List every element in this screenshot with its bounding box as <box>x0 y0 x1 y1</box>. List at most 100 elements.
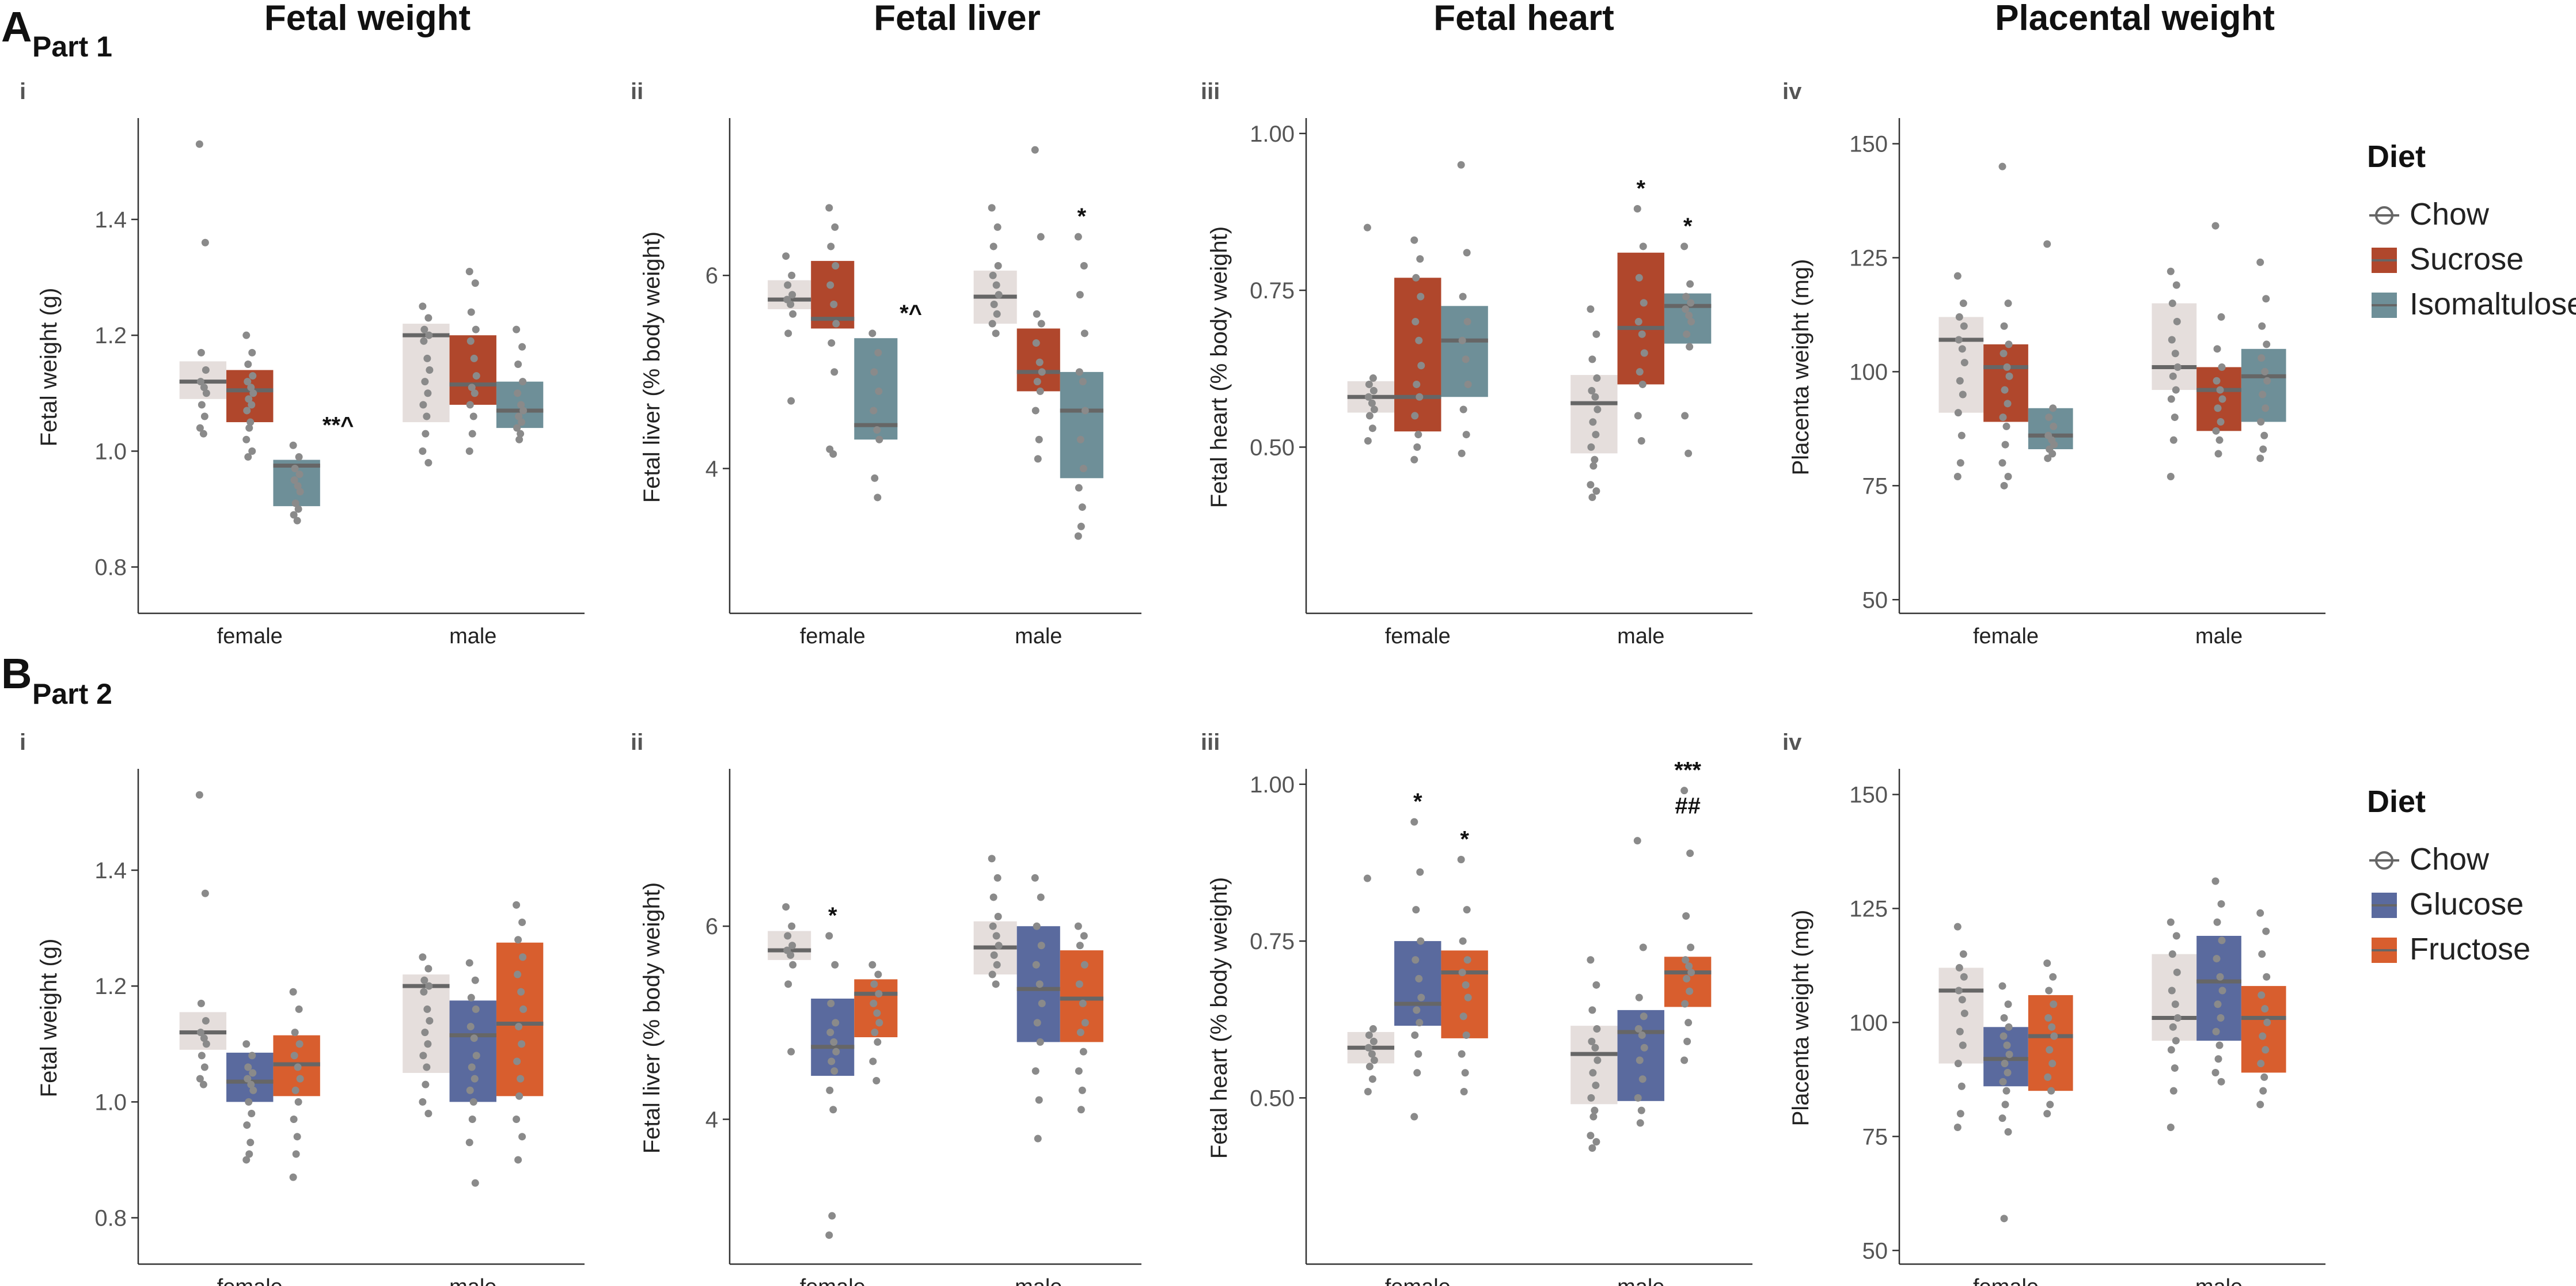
panel-label: iv <box>1782 79 1802 104</box>
data-point <box>1587 1132 1595 1140</box>
data-point <box>1955 313 1963 321</box>
box-fructose <box>854 979 898 1038</box>
data-point <box>1998 982 2006 990</box>
legend-label-chow: Chow <box>2410 197 2490 232</box>
data-point <box>1369 374 1377 382</box>
data-point <box>1081 1019 1089 1027</box>
data-point <box>1412 956 1420 964</box>
data-point <box>2212 1027 2220 1035</box>
data-point <box>1416 868 1424 876</box>
data-point <box>2214 1055 2222 1063</box>
data-point <box>988 320 996 328</box>
data-point <box>419 447 427 455</box>
data-point <box>1033 1019 1041 1027</box>
data-point <box>1680 787 1689 795</box>
data-point <box>1687 943 1695 951</box>
panel-b-iv: iv Placenta weight (mg) 50 75 100 125 150 femal… <box>1782 730 2325 1286</box>
data-point <box>1074 233 1082 241</box>
x-category-label: female <box>800 1275 866 1286</box>
data-point <box>2168 987 2176 995</box>
panel-b-ii: ii Fetal liver (% body weight) 4 6 female * ma… <box>631 730 1141 1286</box>
data-point <box>465 959 473 967</box>
data-point <box>1037 233 1045 241</box>
data-point <box>426 1017 434 1025</box>
data-point <box>2046 1046 2054 1054</box>
data-point <box>514 360 522 368</box>
data-point <box>249 1069 257 1077</box>
data-point <box>1681 412 1689 420</box>
data-point <box>2049 973 2057 981</box>
data-point <box>989 922 997 930</box>
data-point <box>1079 999 1087 1007</box>
data-point <box>1459 293 1467 301</box>
data-point <box>869 1057 877 1065</box>
data-point <box>2263 1018 2271 1026</box>
data-point <box>993 874 1001 882</box>
data-point <box>289 1173 297 1181</box>
data-point <box>1035 980 1044 988</box>
data-point <box>1683 330 1691 338</box>
data-point <box>1954 409 1962 417</box>
data-point <box>420 325 428 333</box>
y-axis-label: Fetal liver (% body weight) <box>639 882 665 1154</box>
data-point <box>2048 450 2057 458</box>
data-point <box>1369 1037 1378 1045</box>
panel-a-ii: ii Fetal liver (% body weight) 4 6 female *^ m… <box>631 79 1141 648</box>
data-point <box>248 1052 256 1060</box>
data-point <box>788 922 796 930</box>
y-tick-label: 1.2 <box>94 323 127 348</box>
y-tick-label: 1.00 <box>1250 122 1295 147</box>
data-point <box>470 354 478 362</box>
data-point <box>2004 473 2012 480</box>
data-point <box>1587 305 1595 313</box>
data-point <box>2214 1000 2222 1008</box>
data-point <box>1075 368 1083 376</box>
data-point <box>2169 436 2177 444</box>
data-point <box>2003 1041 2011 1049</box>
data-point <box>787 397 795 405</box>
data-point <box>517 1075 525 1083</box>
data-point <box>1075 484 1083 492</box>
data-point <box>1592 1082 1600 1090</box>
data-point <box>2213 955 2221 963</box>
data-point <box>1640 299 1648 307</box>
data-point <box>825 1231 833 1239</box>
legend-label-fructose: Fructose <box>2410 932 2531 966</box>
data-point <box>1588 386 1596 394</box>
data-point <box>291 1086 299 1094</box>
data-point <box>1036 1038 1044 1046</box>
data-point <box>472 1052 480 1060</box>
data-point <box>1687 969 1695 977</box>
box-sucrose <box>1617 252 1664 385</box>
data-point <box>2258 322 2266 330</box>
data-point <box>2169 1023 2177 1031</box>
data-point <box>1032 339 1040 347</box>
data-point <box>295 1005 303 1013</box>
data-point <box>1956 1110 1964 1118</box>
data-point <box>2044 1014 2053 1022</box>
data-point <box>875 387 883 395</box>
data-point <box>1077 522 1085 530</box>
data-point <box>1080 329 1088 337</box>
data-point <box>1639 242 1647 251</box>
data-point <box>1635 274 1643 282</box>
legend-label-isomaltulose: Isomaltulose <box>2410 287 2576 321</box>
data-point <box>1076 291 1084 299</box>
y-axis-label: Fetal weight (g) <box>36 288 62 447</box>
data-point <box>2173 1014 2182 1022</box>
data-point <box>1076 435 1084 443</box>
data-point <box>2217 1078 2225 1086</box>
data-point <box>1038 368 1046 376</box>
data-point <box>514 389 522 397</box>
data-point <box>1955 987 1963 995</box>
data-point <box>517 430 525 438</box>
data-point <box>1416 255 1424 263</box>
y-tick-label: 6 <box>705 914 718 939</box>
y-tick-label: 0.50 <box>1250 435 1295 460</box>
data-point <box>1413 443 1421 451</box>
data-point <box>1591 456 1599 464</box>
data-point <box>468 1063 476 1071</box>
significance-annotation: * <box>1413 789 1422 814</box>
data-point <box>2001 441 2009 449</box>
data-point <box>423 1005 431 1013</box>
